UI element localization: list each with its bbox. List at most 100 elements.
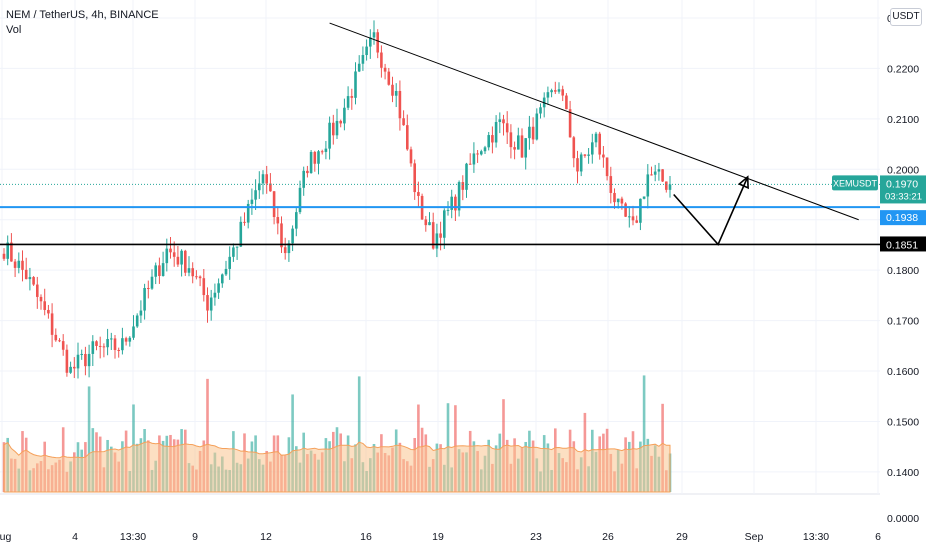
candle-body — [2, 253, 6, 259]
volume-bar — [87, 386, 91, 492]
candle-body — [439, 233, 442, 238]
last-price-value: 0.1970 — [886, 178, 918, 190]
candle-body — [324, 148, 328, 152]
candle-body — [128, 337, 132, 342]
price-tick-label: 0.1400 — [887, 467, 919, 479]
candle-body — [202, 278, 206, 296]
candle-body — [6, 242, 9, 259]
candle-body — [502, 119, 505, 124]
currency-unit-button[interactable]: USDT — [890, 8, 922, 26]
candle-body — [661, 169, 664, 182]
candle-body — [480, 151, 483, 155]
candle-body — [250, 199, 254, 204]
time-tick-label: 16 — [360, 531, 372, 543]
candle-body — [113, 338, 117, 350]
candle-body — [95, 341, 98, 346]
candle-body — [369, 37, 372, 47]
candle-body — [383, 67, 387, 72]
candle-body — [524, 138, 527, 158]
candle-body — [394, 91, 398, 96]
candle-body — [176, 256, 180, 265]
candle-body — [309, 151, 313, 174]
candle-body — [169, 248, 172, 253]
candle-body — [302, 170, 305, 188]
candle-body — [76, 354, 80, 369]
candle-body — [465, 163, 468, 190]
candle-body — [557, 89, 561, 92]
candle-body — [261, 174, 265, 184]
candle-body — [579, 154, 583, 172]
candle-body — [180, 250, 183, 265]
candle-body — [269, 183, 272, 192]
candle-body — [228, 256, 231, 269]
candle-body — [424, 219, 428, 226]
candle-body — [568, 109, 572, 138]
volume-zero-label: 0.0000 — [887, 513, 919, 525]
price-tick-label: 0.2100 — [887, 114, 919, 126]
candle-body — [121, 338, 124, 351]
candle-body — [287, 243, 291, 254]
candle-body — [572, 137, 576, 159]
descending-trendline[interactable] — [329, 22, 859, 221]
candle-body — [283, 247, 287, 254]
candle-body — [631, 216, 635, 221]
candle-body — [17, 260, 21, 268]
countdown-timer: 03:33:21 — [885, 191, 922, 202]
support-black-value: 0.1851 — [886, 239, 918, 251]
candle-body — [39, 296, 43, 302]
volume-bar — [291, 394, 294, 492]
candle-body — [343, 107, 346, 124]
candle-body — [10, 242, 13, 262]
candle-body — [539, 107, 542, 114]
candle-body — [587, 154, 590, 156]
candle-body — [87, 353, 91, 367]
candle-body — [653, 171, 657, 175]
candle-body — [591, 142, 594, 155]
symbol-badge — [832, 175, 878, 191]
price-axis[interactable]: 0.23000.22000.21000.20000.19000.18000.17… — [887, 13, 919, 525]
candle-body — [13, 261, 17, 268]
candle-body — [509, 132, 513, 148]
candle-body — [58, 340, 61, 342]
candle-body — [332, 122, 335, 136]
price-tick-label: 0.1700 — [887, 316, 919, 328]
candle-body — [32, 277, 35, 285]
candle-body — [406, 125, 409, 150]
candle-body — [565, 95, 568, 110]
candle-body — [594, 133, 598, 143]
candle-body — [295, 212, 298, 229]
projection-path[interactable] — [673, 176, 749, 246]
candle-body — [91, 341, 95, 354]
time-tick-label: Sep — [745, 531, 764, 543]
time-axis[interactable]: Aug 4 13:30 9 12 16 19 23 26 29 Sep 13:30 6 — [0, 531, 881, 543]
chart-legend: NEM / TetherUS, 4h, BINANCE Vol — [6, 8, 159, 38]
candle-body — [546, 92, 550, 98]
candle-body — [454, 196, 457, 211]
candle-body — [235, 246, 239, 248]
candle-body — [350, 96, 354, 98]
price-axis-bg — [880, 0, 932, 550]
candle-body — [346, 96, 350, 108]
candle-body — [431, 222, 435, 249]
candle-body — [528, 126, 531, 139]
candle-body — [620, 198, 624, 204]
time-tick-label: 13:30 — [803, 531, 829, 543]
candle-body — [409, 149, 413, 164]
candle-body — [450, 196, 453, 210]
horizontal-levels[interactable] — [0, 183, 880, 246]
candle-body — [213, 292, 217, 298]
support-blue-value: 0.1938 — [886, 212, 918, 224]
candle-body — [50, 313, 54, 335]
symbol-title[interactable]: NEM / TetherUS, 4h, BINANCE — [6, 9, 159, 21]
candle-body — [265, 174, 268, 184]
candle-body — [328, 122, 331, 149]
volume-bar — [206, 378, 209, 492]
time-tick-label: 13:30 — [120, 531, 146, 543]
volume-label[interactable]: Vol — [6, 24, 22, 36]
chart-grid — [0, 0, 880, 495]
price-tick-label: 0.1600 — [887, 366, 919, 378]
candle-body — [224, 268, 228, 275]
candle-body — [165, 248, 169, 264]
